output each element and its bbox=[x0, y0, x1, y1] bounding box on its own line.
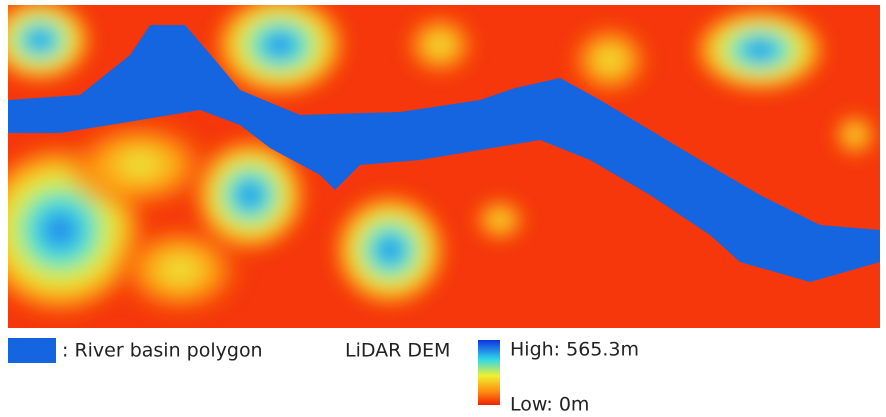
color-ramp bbox=[478, 340, 500, 405]
dem-raster bbox=[0, 0, 880, 328]
legend-high: High: 565.3m bbox=[510, 339, 639, 361]
page: {"legend": {"river": ": River basin poly… bbox=[0, 0, 886, 417]
legend-label: : River basin polygon bbox=[62, 340, 263, 362]
river-swatch bbox=[8, 338, 56, 363]
legend-low: Low: 0m bbox=[510, 394, 589, 416]
legend-title: LiDAR DEM bbox=[345, 340, 450, 362]
map-figure: : River basin polygon LiDAR DEM High: 56… bbox=[0, 0, 886, 417]
